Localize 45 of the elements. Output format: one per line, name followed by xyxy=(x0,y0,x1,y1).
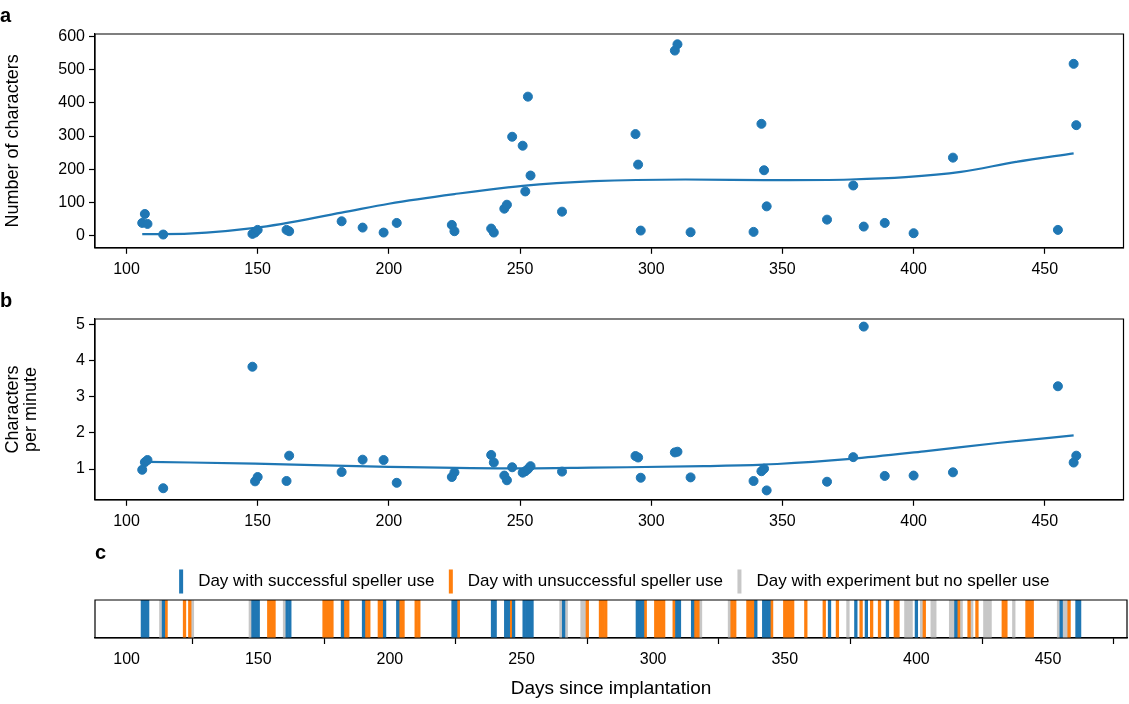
x-tick-label: 200 xyxy=(375,511,403,529)
x-tick-label: 250 xyxy=(508,650,535,668)
x-tick-label: 350 xyxy=(771,650,799,668)
y-axis-title: Characters per minute xyxy=(1,365,40,454)
y-tick-label: 1 xyxy=(76,459,86,477)
y-tick-label: 600 xyxy=(58,27,86,45)
y-tick-label: 2 xyxy=(76,423,86,441)
y-tick-label: 3 xyxy=(76,387,86,405)
x-tick-label: 150 xyxy=(244,259,272,277)
x-tick-label: 300 xyxy=(639,650,667,668)
x-tick-label: 100 xyxy=(113,511,140,529)
x-tick-label: 450 xyxy=(1034,650,1062,668)
x-tick-label: 350 xyxy=(769,259,796,277)
y-tick-label: 400 xyxy=(58,93,86,111)
x-tick-label: 450 xyxy=(1031,511,1059,529)
x-tick-label: 150 xyxy=(244,650,272,668)
legend-label: Day with experiment but no speller use xyxy=(756,571,1050,591)
x-tick-label: 250 xyxy=(506,511,534,529)
x-tick-label: 200 xyxy=(375,259,403,277)
y-tick-label: 0 xyxy=(76,225,86,243)
x-tick-label: 400 xyxy=(900,259,928,277)
x-tick-label: 250 xyxy=(506,259,534,277)
chart-title: c xyxy=(95,540,107,563)
x-tick-label: 350 xyxy=(769,511,796,529)
x-tick-label: 400 xyxy=(900,511,928,529)
y-tick-label: 300 xyxy=(58,126,86,144)
y-tick-label: 100 xyxy=(58,192,86,210)
x-tick-label: 150 xyxy=(244,511,272,529)
x-axis-title: Days since implantation xyxy=(510,676,712,698)
x-tick-label: 450 xyxy=(1031,259,1059,277)
y-tick-label: 500 xyxy=(58,60,86,78)
y-tick-label: 4 xyxy=(76,350,86,368)
x-tick-label: 300 xyxy=(637,511,665,529)
y-axis-title: Number of characters xyxy=(1,54,22,228)
y-tick-label: 5 xyxy=(76,314,86,332)
x-tick-label: 100 xyxy=(113,259,140,277)
x-tick-label: 200 xyxy=(376,650,404,668)
chart-title: a xyxy=(0,3,12,26)
legend-label: Day with unsuccessful speller use xyxy=(467,571,723,591)
legend-label: Day with successful speller use xyxy=(198,571,435,591)
x-tick-label: 400 xyxy=(903,650,930,668)
x-tick-label: 300 xyxy=(637,259,665,277)
chart-title: b xyxy=(0,288,13,311)
y-tick-label: 200 xyxy=(58,159,86,177)
x-tick-label: 100 xyxy=(113,650,141,668)
